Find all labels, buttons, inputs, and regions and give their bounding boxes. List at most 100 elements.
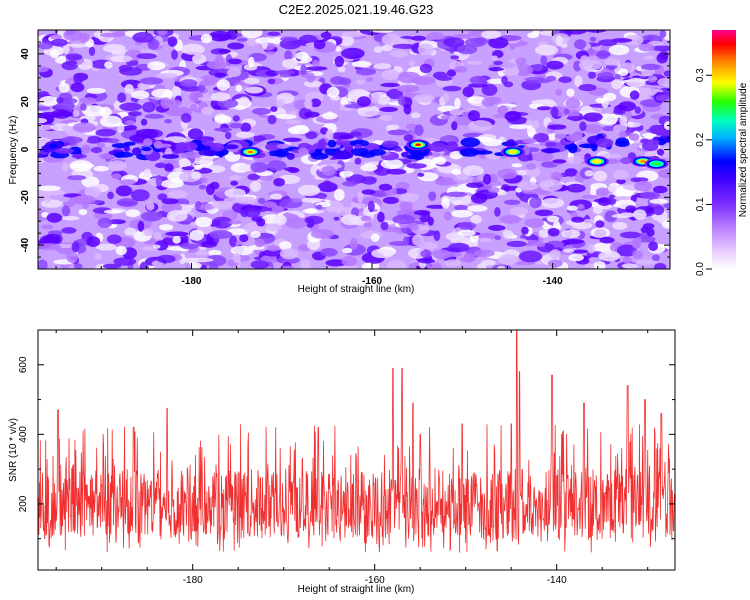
- heatmap-blob: [44, 195, 51, 204]
- heatmap-blob: [561, 229, 581, 239]
- heatmap-blob: [200, 33, 213, 44]
- ridge-blob: [154, 147, 161, 153]
- heatmap-blob: [436, 76, 453, 81]
- heatmap-blob: [106, 234, 122, 244]
- heatmap-blob: [642, 223, 655, 230]
- heatmap-blob: [245, 86, 264, 94]
- heatmap-blob: [642, 132, 657, 138]
- heatmap-blob: [454, 204, 468, 211]
- snr-ticks: -180 -160 -140 200 400 600: [18, 329, 675, 586]
- heatmap-blob: [213, 127, 233, 132]
- heatmap-blob: [181, 43, 205, 55]
- heatmap-blob: [449, 108, 464, 116]
- heatmap-blob: [435, 180, 458, 186]
- heatmap-blob: [524, 218, 545, 228]
- heatmap-blob: [139, 261, 149, 269]
- heatmap-blob: [208, 262, 219, 269]
- heatmap-blob: [65, 53, 83, 61]
- hotspot-level: [510, 150, 516, 154]
- heatmap-blob: [250, 231, 261, 238]
- heatmap-blob: [214, 72, 226, 78]
- heatmap-blob: [450, 209, 473, 218]
- heatmap-blob: [342, 180, 358, 187]
- heatmap-blob: [288, 111, 297, 115]
- heatmap-blob: [235, 131, 255, 139]
- hotspot-level: [640, 160, 646, 163]
- heatmap-blob: [113, 257, 137, 266]
- heatmap-blob: [316, 204, 323, 210]
- heatmap-blob: [304, 215, 324, 225]
- heatmap-blob: [404, 86, 412, 98]
- heatmap-blob: [227, 42, 245, 50]
- ridge-blob: [349, 139, 370, 147]
- ridge-blob: [428, 142, 447, 152]
- heatmap-blob: [267, 31, 281, 36]
- heatmap-blob: [497, 105, 509, 116]
- colorbar-label: Normalized spectral amplitude: [738, 82, 749, 217]
- heatmap-blob: [442, 85, 462, 92]
- heatmap-blob: [321, 180, 333, 191]
- heatmap-blob: [270, 106, 278, 112]
- ridge-blob: [533, 132, 549, 143]
- heatmap-blob: [550, 171, 563, 182]
- ridge-blob: [657, 138, 667, 146]
- heatmap-blob: [69, 160, 93, 172]
- heatmap-blob: [96, 142, 106, 149]
- heatmap-blob: [107, 160, 127, 172]
- ridge-blob: [393, 147, 403, 152]
- heatmap-blob: [386, 168, 407, 175]
- heatmap-blob: [334, 55, 345, 68]
- heatmap-blob: [164, 163, 174, 172]
- heatmap-blob: [658, 169, 670, 179]
- heatmap-blob: [142, 101, 156, 113]
- heatmap-blob: [598, 250, 621, 262]
- heatmap-blob: [477, 263, 487, 269]
- heatmap-blob: [287, 125, 310, 135]
- heatmap-blob: [61, 162, 69, 172]
- heatmap-blob: [650, 45, 670, 52]
- heatmap-blob: [114, 31, 126, 37]
- heatmap-blob: [386, 88, 404, 100]
- heatmap-blob: [643, 55, 655, 60]
- heatmap-blob: [243, 64, 258, 71]
- heatmap-blob: [494, 207, 501, 217]
- heatmap-blob: [446, 191, 467, 198]
- heatmap-blob: [603, 92, 617, 102]
- heatmap-blob: [247, 173, 260, 181]
- heatmap-blob: [191, 171, 202, 180]
- heatmap-blob: [292, 197, 303, 203]
- ridge-blob: [182, 151, 203, 159]
- heatmap-blob: [199, 80, 216, 86]
- heatmap-blob: [95, 128, 117, 137]
- heatmap-blob: [239, 234, 249, 243]
- ridge-blob: [319, 138, 327, 149]
- heatmap-blob: [452, 200, 463, 206]
- heatmap-blob: [273, 177, 285, 187]
- heatmap-blob: [321, 112, 338, 120]
- heatmap-blob: [431, 262, 442, 269]
- heatmap-blob: [579, 121, 587, 132]
- heatmap-blob: [635, 259, 658, 265]
- heatmap-blob: [418, 258, 436, 264]
- heatmap-blob: [178, 158, 191, 167]
- heatmap-blob: [165, 231, 189, 236]
- heatmap-blob: [304, 111, 320, 118]
- heatmap-blob: [417, 43, 434, 56]
- heatmap-blob: [536, 106, 553, 111]
- heatmap-blob: [488, 67, 504, 72]
- heatmap-blob: [339, 170, 354, 177]
- heatmap-blob: [86, 236, 101, 247]
- heatmap-blob: [597, 72, 614, 79]
- colorbar-tick-label: 0.0: [695, 262, 706, 276]
- heatmap-blob: [454, 66, 468, 73]
- heatmap-blob: [561, 239, 585, 245]
- heatmap-blob: [448, 242, 470, 252]
- heatmap-blob: [403, 134, 414, 142]
- heatmap-blob: [238, 96, 250, 107]
- heatmap-blob: [373, 46, 383, 53]
- ridge-blob: [68, 146, 83, 155]
- heatmap-blob: [563, 248, 575, 253]
- heatmap-blob: [342, 247, 353, 254]
- heatmap-blob: [86, 87, 106, 94]
- heatmap-blob: [228, 220, 242, 225]
